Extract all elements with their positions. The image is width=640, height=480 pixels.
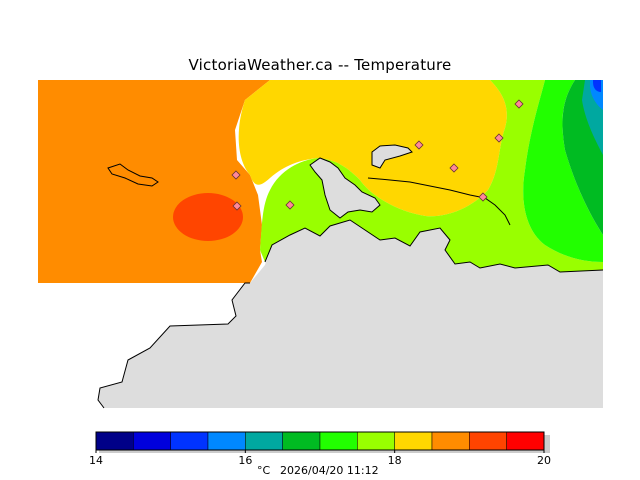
legend-tick-label: 14 <box>89 454 103 467</box>
station-marker[interactable] <box>285 200 295 210</box>
map-title: VictoriaWeather.ca -- Temperature <box>188 56 452 74</box>
legend-swatch <box>394 431 433 451</box>
legend-swatch <box>170 431 209 451</box>
temp-zone-orange <box>38 80 270 283</box>
station-marker[interactable] <box>449 163 459 173</box>
legend-swatch <box>133 431 171 451</box>
station-marker[interactable] <box>232 201 242 211</box>
station-markers <box>231 99 524 211</box>
legend-swatch <box>207 431 246 451</box>
legend-swatch <box>469 431 507 451</box>
temp-zone-red-orange <box>173 193 243 241</box>
station-marker[interactable] <box>494 133 504 143</box>
legend-swatch <box>431 431 470 451</box>
legend-tick-label: 16 <box>238 454 252 467</box>
station-marker[interactable] <box>514 99 524 109</box>
legend-tick-label: 18 <box>388 454 402 467</box>
temp-zone-deep-blue <box>593 80 601 92</box>
legend-frame <box>95 431 545 451</box>
strait-line <box>367 177 511 226</box>
coastline-east <box>264 219 604 273</box>
legend-swatch <box>506 431 545 451</box>
station-marker[interactable] <box>231 170 241 180</box>
station-marker[interactable] <box>478 192 488 202</box>
coastline <box>97 282 250 409</box>
temp-zone-lime <box>260 80 603 272</box>
legend-swatch <box>282 431 321 451</box>
legend-tick-label: 20 <box>537 454 551 467</box>
legend-timestamp: 2026/04/20 11:12 <box>280 464 379 477</box>
legend-swatch <box>319 431 358 451</box>
legend-swatch <box>357 431 395 451</box>
legend-unit: °C <box>257 464 271 477</box>
land-area <box>38 220 603 408</box>
island-outline <box>107 163 159 187</box>
station-marker[interactable] <box>414 140 424 150</box>
temp-zone-green <box>523 80 603 262</box>
color-legend: 14 16 18 20 °C 2026/04/20 11:12 <box>89 431 551 477</box>
land-protrusion <box>309 157 381 219</box>
legend-swatch <box>245 431 283 451</box>
temp-zone-yellow <box>238 80 507 217</box>
inlet-outline <box>371 144 413 169</box>
legend-swatch <box>95 431 134 451</box>
